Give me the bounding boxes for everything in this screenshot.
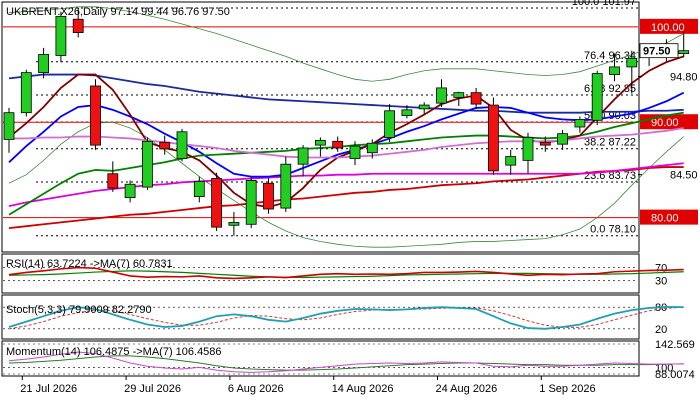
- candle-body: [366, 142, 378, 154]
- sub-tick-label: 88.0074: [655, 369, 695, 381]
- candle-body: [539, 141, 551, 146]
- envelope-bands: [8, 6, 684, 248]
- candle-body: [591, 73, 603, 121]
- stochastic-indicator: 80 20: [3, 302, 684, 336]
- stoch-main-line: [8, 305, 684, 330]
- sub-tick-label: 80: [655, 302, 667, 314]
- candle-body: [436, 87, 447, 104]
- sub-tick-label: 20: [655, 324, 667, 336]
- momentum-line: [8, 351, 684, 373]
- sub-tick-label: 70: [655, 263, 667, 275]
- candle-body: [263, 182, 274, 210]
- fib-label: 38.2 87.22: [584, 137, 636, 149]
- candle-body: [470, 92, 482, 105]
- candle-body: [522, 137, 534, 161]
- level-tag: [640, 209, 698, 225]
- candlesticks: [3, 8, 690, 236]
- date-label: 14 Aug 2026: [332, 383, 394, 395]
- date-label: 24 Aug 2026: [436, 383, 498, 395]
- fib-label: 0.0 78.10: [590, 224, 636, 236]
- candle-body: [418, 104, 430, 110]
- price-axis: 94.80 84.50 97.50: [638, 43, 698, 182]
- level-tag-label: 90.00: [651, 117, 679, 129]
- magenta-moving-average: [8, 162, 684, 208]
- candle-body: [626, 57, 638, 68]
- stoch-signal-line: [8, 306, 684, 330]
- candle-body: [332, 140, 344, 149]
- candle-body: [609, 66, 620, 75]
- red-moving-average: [8, 166, 684, 230]
- momentum-title: Momentum(14) 106.4875 ->MA(7) 106.4586: [6, 346, 222, 358]
- rsi-line: [8, 266, 684, 280]
- candle-body: [193, 180, 205, 198]
- candle-body: [349, 145, 361, 159]
- candle-body: [124, 183, 136, 198]
- green-moving-average: [8, 111, 684, 216]
- momentum-ma-line: [8, 355, 684, 371]
- stoch-title: Stoch(5,3,3) 79.9009 82.2790: [6, 304, 152, 316]
- maroon-moving-average: [8, 55, 684, 209]
- candle-body: [297, 147, 309, 165]
- sub-tick-label: 100: [655, 362, 673, 374]
- fib-label: 76.4 96.34: [584, 50, 636, 62]
- candle-body: [90, 85, 101, 146]
- price-tick-label: 94.80: [670, 71, 698, 83]
- candle-body: [401, 109, 413, 116]
- candle-body: [176, 131, 188, 159]
- date-axis: 21 Jul 2026 29 Jul 2026 6 Aug 2026 14 Aug 2…: [20, 376, 596, 395]
- candle-body: [453, 92, 465, 98]
- candle-body: [211, 178, 223, 228]
- fib-label: 100.0 101.97: [572, 0, 636, 8]
- candle-body: [159, 141, 171, 150]
- purple-moving-average: [9, 127, 684, 159]
- level-tag-label: 80.00: [651, 213, 679, 225]
- candle-body: [38, 54, 49, 74]
- candle-body: [3, 112, 15, 140]
- candle-body: [141, 140, 153, 188]
- date-label: 21 Jul 2026: [20, 383, 77, 395]
- fib-label: 61.8 92.85: [584, 83, 636, 95]
- candle-body: [107, 173, 119, 189]
- date-label: 29 Jul 2026: [124, 383, 181, 395]
- price-panel-frame: [1, 1, 640, 253]
- stoch-panel-frame: [1, 294, 640, 340]
- band-line: [8, 6, 684, 82]
- candle-body: [314, 139, 326, 146]
- navy-moving-average: [8, 73, 684, 114]
- candle-body: [557, 133, 568, 145]
- date-label: 6 Aug 2026: [228, 383, 284, 395]
- sub-tick-label: 30: [655, 275, 667, 287]
- candle-body: [384, 110, 396, 138]
- candle-body: [487, 104, 499, 172]
- current-price-tag: [639, 43, 679, 59]
- blue-moving-average: [8, 91, 685, 178]
- candle-body: [678, 50, 690, 54]
- candle-body: [505, 156, 517, 166]
- band-line: [8, 121, 684, 248]
- level-tag: [640, 18, 698, 34]
- candle-body: [280, 163, 292, 209]
- date-label: 1 Sep 2026: [539, 383, 595, 395]
- candle-body: [20, 72, 32, 114]
- current-price-label: 97.50: [643, 46, 671, 58]
- candle-body: [245, 180, 257, 225]
- rsi-title: RSI(14) 63.7224 ->MA(7) 60.7831: [6, 258, 173, 270]
- sub-tick-label: 142.569: [655, 339, 695, 351]
- chart-symbol-title: UKBRENT.X26,Daily 97.14 99.44 96.76 97.5…: [6, 6, 230, 18]
- momentum-panel-frame: [1, 340, 640, 377]
- level-tag-label: 100.00: [651, 22, 685, 34]
- price-tick-label: 84.50: [670, 170, 698, 182]
- candle-body: [72, 18, 84, 33]
- candle-body: [228, 221, 240, 226]
- moving-average-lines: [8, 55, 685, 230]
- candle-body: [55, 15, 67, 56]
- candle-body: [574, 118, 586, 128]
